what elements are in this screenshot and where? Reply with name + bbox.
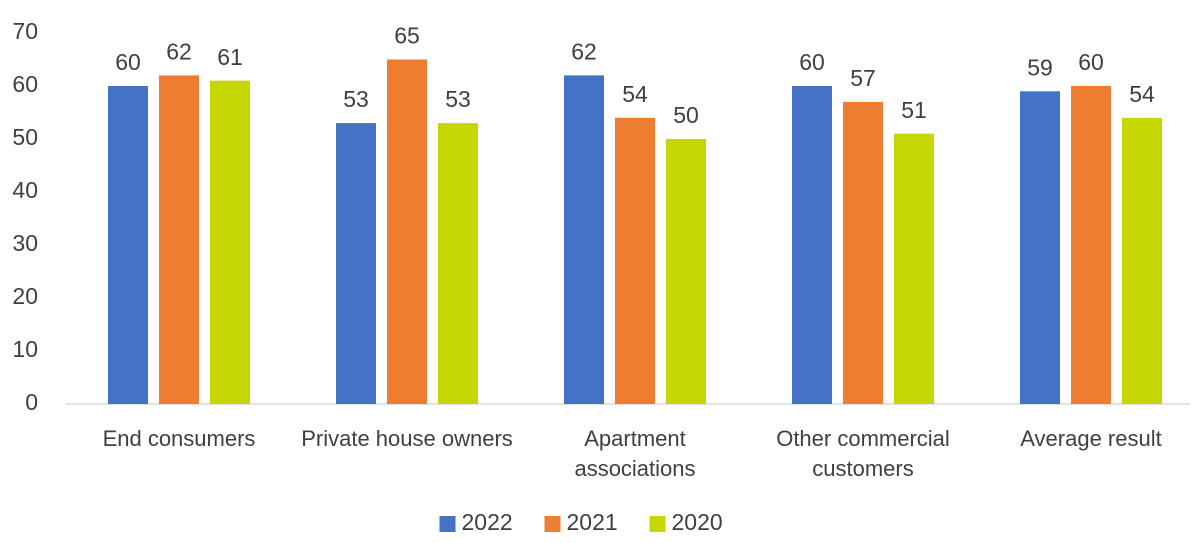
value-label: 60 bbox=[1078, 49, 1104, 75]
y-tick-label: 30 bbox=[12, 230, 38, 256]
value-label: 60 bbox=[799, 49, 825, 75]
bar bbox=[666, 139, 706, 404]
bar bbox=[336, 123, 376, 404]
value-label: 62 bbox=[166, 38, 192, 64]
value-label: 60 bbox=[115, 49, 141, 75]
bar bbox=[792, 86, 832, 404]
bar bbox=[564, 75, 604, 405]
value-label: 54 bbox=[1129, 81, 1155, 107]
bar bbox=[438, 123, 478, 404]
legend-swatch bbox=[544, 516, 561, 532]
legend-label: 2020 bbox=[672, 509, 723, 535]
value-label: 62 bbox=[571, 38, 597, 64]
x-tick-label: End consumers bbox=[102, 426, 256, 451]
value-label: 50 bbox=[673, 102, 699, 128]
x-tick-label: Private house owners bbox=[301, 426, 513, 451]
value-label: 54 bbox=[622, 81, 648, 107]
y-tick-label: 10 bbox=[12, 336, 38, 362]
x-tick-label: Average result bbox=[1020, 426, 1162, 451]
y-tick-label: 20 bbox=[12, 283, 38, 309]
bar bbox=[1020, 91, 1060, 405]
value-label: 57 bbox=[850, 65, 876, 91]
bar bbox=[1071, 86, 1111, 404]
value-label: 59 bbox=[1027, 54, 1053, 80]
legend-label: 2021 bbox=[567, 509, 618, 535]
bar bbox=[615, 117, 655, 405]
y-tick-label: 40 bbox=[12, 177, 38, 203]
x-tick-label: Other commercial customers bbox=[776, 426, 950, 481]
legend-swatch bbox=[439, 516, 456, 532]
legend-label: 2022 bbox=[462, 509, 513, 535]
bar bbox=[894, 133, 934, 404]
y-tick-label: 70 bbox=[12, 18, 38, 44]
bar bbox=[108, 86, 148, 404]
bar bbox=[387, 59, 427, 404]
value-label: 53 bbox=[343, 86, 369, 112]
bar bbox=[159, 75, 199, 405]
x-tick-label: Apartment associations bbox=[574, 426, 696, 481]
legend-swatch bbox=[649, 516, 666, 532]
bar bbox=[1122, 117, 1162, 405]
y-tick-label: 50 bbox=[12, 124, 38, 150]
value-label: 61 bbox=[217, 44, 243, 70]
y-tick-label: 0 bbox=[25, 389, 38, 415]
bar bbox=[210, 80, 250, 404]
bar bbox=[843, 101, 883, 405]
value-label: 51 bbox=[901, 97, 927, 123]
value-label: 53 bbox=[445, 86, 471, 112]
y-tick-label: 60 bbox=[12, 71, 38, 97]
value-label: 65 bbox=[394, 23, 420, 49]
